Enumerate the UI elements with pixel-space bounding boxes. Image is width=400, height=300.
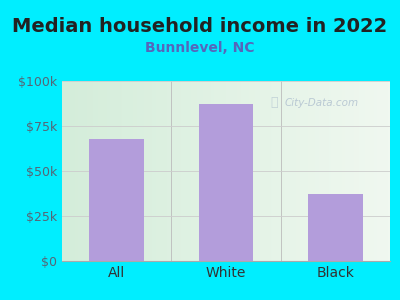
Text: Bunnlevel, NC: Bunnlevel, NC bbox=[145, 40, 255, 55]
Text: City-Data.com: City-Data.com bbox=[285, 98, 359, 108]
Bar bbox=[89, 139, 144, 261]
Bar bbox=[308, 194, 363, 261]
Bar bbox=[199, 104, 253, 261]
Text: Median household income in 2022: Median household income in 2022 bbox=[12, 16, 388, 35]
Text: ⓠ: ⓠ bbox=[270, 96, 278, 109]
